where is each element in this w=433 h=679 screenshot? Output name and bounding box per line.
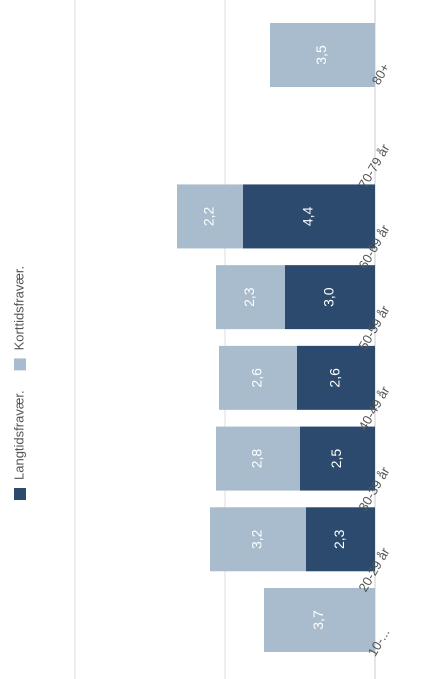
value-label: 2,3: [241, 287, 257, 307]
bar-segment: [243, 184, 375, 249]
value-label: 3,7: [310, 610, 326, 630]
legend-swatch: [14, 488, 26, 500]
bar-segment: [300, 426, 375, 491]
bar-segment: [216, 265, 285, 330]
value-label: 2,2: [201, 206, 217, 226]
legend-label: Langtidsfravær.: [11, 390, 26, 480]
value-label: 3,2: [249, 529, 265, 549]
bar-segment: [264, 588, 375, 652]
bar-segment: [306, 507, 375, 572]
value-label: 2,3: [331, 529, 347, 549]
bar-segment: [270, 23, 375, 87]
bar-segment: [216, 426, 300, 491]
x-tick-label: 70-79 år: [355, 141, 393, 191]
value-label: 3,5: [313, 45, 329, 65]
value-label: 3,0: [321, 287, 337, 307]
value-label: 2,6: [249, 368, 265, 388]
bar-segment: [285, 265, 375, 330]
bar-segment: [210, 507, 306, 572]
bar-segment: [177, 184, 243, 249]
value-label: 2,6: [327, 368, 343, 388]
legend-label: Korttidsfravær.: [11, 266, 26, 351]
value-label: 4,4: [300, 206, 316, 226]
bar-segment: [219, 345, 297, 410]
value-label: 2,8: [249, 449, 265, 469]
bar-segment: [297, 345, 375, 410]
value-label: 2,5: [328, 449, 344, 469]
legend-swatch: [14, 358, 26, 371]
